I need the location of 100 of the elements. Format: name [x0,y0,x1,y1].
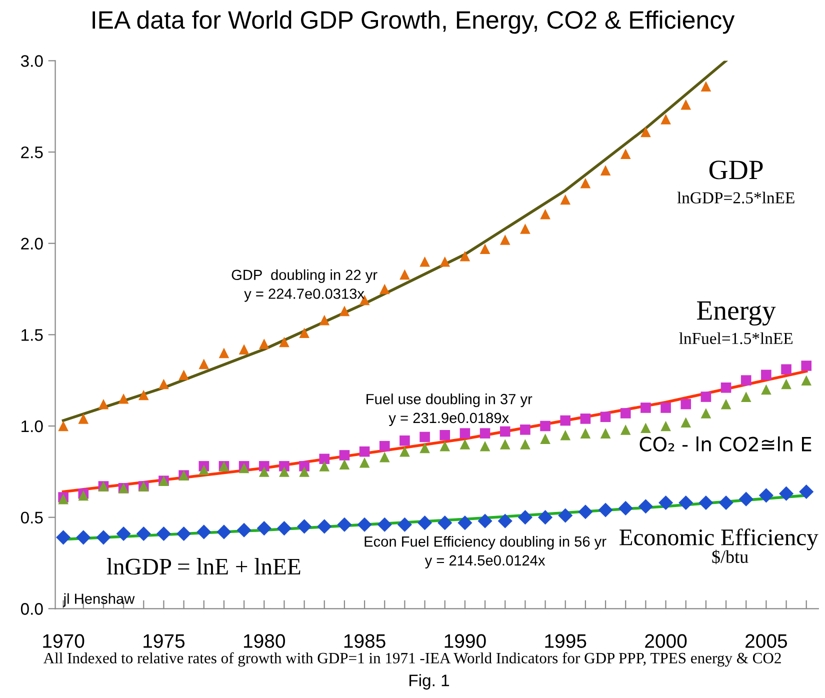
point [480,244,490,254]
point [801,375,812,386]
annotation: Econ Fuel Efficiency doubling in 56 yr y = 214.5e0.0124x [364,536,606,568]
point [520,439,530,450]
caption: Fig. 1 [410,674,450,690]
point [236,522,252,538]
point [600,428,611,438]
point [660,114,671,124]
point [158,378,169,390]
point [238,344,250,354]
point [317,519,332,534]
point [518,510,532,525]
point [319,461,330,472]
point [540,208,550,220]
point [778,486,794,501]
point [460,251,470,262]
point [58,420,68,432]
point [359,446,370,457]
point [638,499,653,514]
point [640,402,651,413]
point [658,495,674,510]
y-tick-label: 0.0 [20,603,43,615]
point [680,99,692,110]
chart-title: IEA data for World GDP Growth, Energy, CO2 & Efficiency [92,10,735,34]
point [400,435,410,446]
point [781,364,792,375]
point [458,516,472,530]
point [339,459,350,470]
point [580,428,591,438]
point [498,514,512,528]
point [480,428,490,438]
point [196,524,212,540]
point [640,422,651,433]
point [198,464,210,475]
point [397,517,412,532]
point [580,414,591,424]
point [78,414,89,424]
point [558,508,573,523]
annotation: $/btu [712,550,748,564]
point [698,495,714,510]
point [600,412,611,422]
point [500,426,510,437]
point [379,452,390,462]
x-tick-label: 1975 [144,634,185,648]
point [377,517,392,532]
point [299,328,310,338]
point [418,516,432,530]
point [781,378,792,390]
point [339,306,350,316]
y-tick-label: 2.0 [21,238,43,250]
point [560,415,571,426]
point [600,165,611,176]
point [799,484,814,500]
point [216,524,232,540]
point [400,446,410,457]
point [700,81,712,92]
y-tick-label: 3.0 [20,55,43,67]
point [319,454,330,464]
point [620,424,631,435]
point [738,492,754,506]
point [136,526,151,542]
annotation: Energy [697,301,776,326]
point [500,234,510,245]
point [720,398,732,410]
annotation: jl Henshaw [62,593,135,607]
point [279,336,290,348]
point [276,521,292,536]
point [96,530,111,545]
point [176,526,192,542]
point [761,370,772,380]
point [76,530,91,545]
x-tick-label: 2005 [746,634,787,648]
point [440,440,450,452]
x-tick-label: 1990 [444,634,486,648]
annotation: Fuel use doubling in 37 yr y = 231.9e0.0189x [366,394,532,426]
point [359,457,370,468]
y-tick-label: 1.0 [22,420,43,432]
point [460,439,470,450]
point [761,384,772,395]
y-tick-label: 1.5 [22,329,43,341]
x-tick-label: 1970 [43,634,84,648]
point [520,424,530,435]
point [440,256,450,267]
point [700,392,712,402]
point [460,428,470,438]
x-tick-label: 1995 [545,634,586,648]
point [740,375,752,386]
y-tick-label: 2.5 [21,146,43,158]
point [138,390,149,400]
point [520,224,530,234]
point [400,269,410,280]
point [420,256,430,267]
point [538,510,553,525]
point [116,526,131,542]
point [678,495,694,510]
point [680,398,692,410]
point [440,430,450,440]
point [56,530,71,545]
point [598,502,613,518]
point [337,517,352,532]
